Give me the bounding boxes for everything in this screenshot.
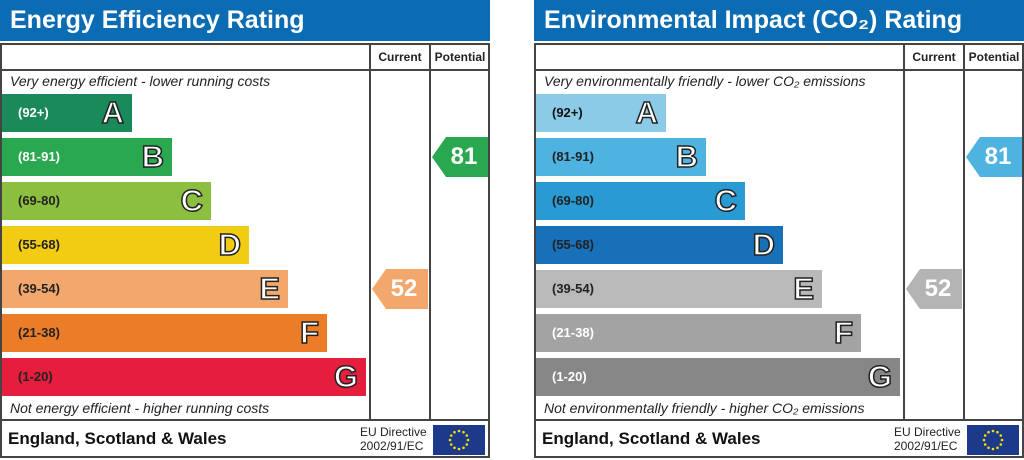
divider — [369, 43, 371, 420]
divider — [0, 69, 490, 71]
band-letter: E — [793, 270, 815, 307]
eu-directive-number: 2002/91/EC — [894, 439, 958, 453]
eu-flag-icon — [433, 425, 485, 455]
band-a: (92+) A — [536, 94, 666, 132]
band-range: (92+) — [552, 105, 583, 120]
divider — [429, 43, 431, 420]
band-b: (81-91) B — [536, 138, 706, 176]
energy-efficiency-panel: Energy Efficiency Rating Current Potenti… — [0, 0, 490, 460]
chart-frame — [534, 43, 1024, 458]
band-e: (39-54) E — [536, 270, 822, 308]
band-c: (69-80) C — [536, 182, 745, 220]
region-label: England, Scotland & Wales — [542, 429, 761, 448]
eu-directive-label: EU Directive — [360, 425, 427, 439]
band-range: (69-80) — [552, 193, 594, 208]
divider — [903, 43, 905, 420]
chart-title: Energy Efficiency Rating — [0, 0, 490, 41]
band-letter: G — [867, 358, 893, 395]
band-a: (92+) A — [2, 94, 132, 132]
band-letter: C — [180, 182, 204, 219]
eu-flag-icon — [967, 425, 1019, 455]
band-range: (21-38) — [552, 325, 594, 340]
band-f: (21-38) F — [2, 314, 327, 352]
chart-frame — [0, 43, 490, 458]
divider — [534, 419, 1024, 421]
band-f: (21-38) F — [536, 314, 861, 352]
band-range: (81-91) — [18, 149, 60, 164]
band-range: (81-91) — [552, 149, 594, 164]
current-column-header: Current — [378, 50, 422, 64]
band-range: (55-68) — [18, 237, 60, 252]
top-note: Very energy efficient - lower running co… — [10, 73, 271, 89]
band-letter: B — [675, 138, 699, 175]
band-d: (55-68) D — [536, 226, 783, 264]
potential-column-header: Potential — [968, 50, 1020, 64]
divider — [534, 69, 1024, 71]
band-g: (1-20) G — [536, 358, 900, 396]
band-range: (69-80) — [18, 193, 60, 208]
eu-directive: EU Directive 2002/91/EC — [360, 425, 427, 453]
divider — [963, 43, 965, 420]
eu-directive-number: 2002/91/EC — [360, 439, 424, 453]
band-letter: F — [299, 314, 319, 351]
band-range: (39-54) — [18, 281, 60, 296]
band-d: (55-68) D — [2, 226, 249, 264]
divider — [0, 419, 490, 421]
band-letter: B — [141, 138, 165, 175]
band-range: (92+) — [18, 105, 49, 120]
band-letter: G — [333, 358, 359, 395]
band-letter: A — [101, 94, 125, 131]
bottom-note: Not environmentally friendly - higher CO… — [544, 400, 865, 416]
region-label: England, Scotland & Wales — [8, 429, 227, 448]
band-letter: C — [714, 182, 738, 219]
band-range: (21-38) — [18, 325, 60, 340]
band-range: (1-20) — [18, 369, 53, 384]
band-c: (69-80) C — [2, 182, 211, 220]
chart-title: Environmental Impact (CO₂) Rating — [534, 0, 1024, 41]
band-b: (81-91) B — [2, 138, 172, 176]
environmental-impact-panel: Environmental Impact (CO₂) Rating Curren… — [534, 0, 1024, 460]
top-note: Very environmentally friendly - lower CO… — [544, 73, 866, 89]
band-range: (1-20) — [552, 369, 587, 384]
band-letter: D — [752, 226, 776, 263]
band-e: (39-54) E — [2, 270, 288, 308]
band-letter: E — [259, 270, 281, 307]
band-letter: A — [635, 94, 659, 131]
potential-rating-arrow: 81 — [432, 137, 488, 177]
current-rating-arrow: 52 — [372, 269, 428, 309]
band-range: (55-68) — [552, 237, 594, 252]
band-letter: F — [833, 314, 853, 351]
band-range: (39-54) — [552, 281, 594, 296]
eu-directive: EU Directive 2002/91/EC — [894, 425, 961, 453]
band-letter: D — [218, 226, 242, 263]
potential-column-header: Potential — [434, 50, 486, 64]
bottom-note: Not energy efficient - higher running co… — [10, 400, 270, 416]
current-column-header: Current — [912, 50, 956, 64]
eu-directive-label: EU Directive — [894, 425, 961, 439]
band-g: (1-20) G — [2, 358, 366, 396]
